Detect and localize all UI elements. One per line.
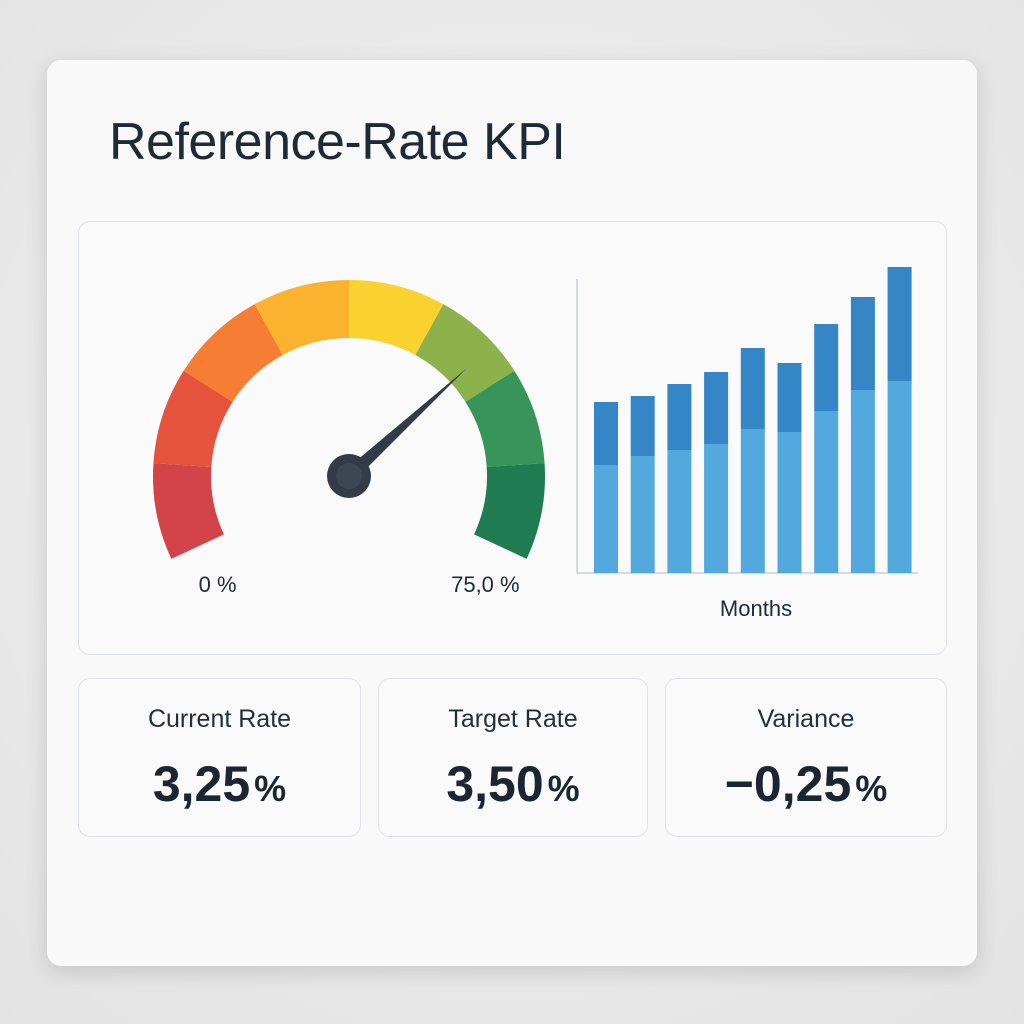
bar-segment bbox=[667, 384, 692, 450]
gauge-segment bbox=[183, 304, 283, 402]
bar-segment bbox=[740, 429, 765, 573]
gauge-segment bbox=[349, 280, 444, 356]
kpi-unit: % bbox=[547, 768, 580, 809]
bar-segment bbox=[814, 411, 839, 573]
kpi-unit: % bbox=[855, 768, 888, 809]
bar-segment bbox=[887, 267, 912, 381]
kpi-card: Target Rate 3,50% bbox=[378, 678, 648, 837]
bar-segment bbox=[850, 390, 875, 573]
gauge-segment bbox=[474, 463, 545, 559]
kpi-value: 3,50% bbox=[379, 755, 647, 813]
bar-segment bbox=[704, 372, 729, 444]
kpi-unit: % bbox=[254, 768, 287, 809]
kpi-number: −0,25 bbox=[724, 756, 852, 812]
gauge-tick-label: 0 % bbox=[199, 572, 237, 597]
page-title: Reference-Rate KPI bbox=[109, 113, 566, 171]
bar-segment bbox=[667, 450, 692, 573]
gauge-needle bbox=[344, 367, 468, 482]
gauge-segment bbox=[153, 463, 224, 559]
bar-segment bbox=[594, 465, 618, 573]
kpi-value: −0,25% bbox=[666, 755, 946, 813]
kpi-label: Current Rate bbox=[147, 705, 292, 733]
chart-panel: 0 % 75,0 % Months bbox=[78, 221, 947, 655]
bar-segment bbox=[630, 396, 655, 456]
kpi-card: Variance −0,25% bbox=[665, 678, 947, 837]
x-axis-label: Months bbox=[720, 596, 792, 621]
bar-segment bbox=[850, 297, 875, 390]
gauge-segment bbox=[153, 370, 233, 467]
kpi-value: 3,25% bbox=[79, 755, 360, 813]
gauge-hub-inner bbox=[336, 463, 362, 489]
kpi-label: Target Rate bbox=[448, 705, 578, 733]
gauge-segment bbox=[254, 280, 349, 356]
gauge-tick-label: 75,0 % bbox=[451, 572, 520, 597]
bar-segment bbox=[777, 363, 802, 432]
bar-segment bbox=[630, 456, 655, 573]
bar-segment bbox=[740, 348, 765, 429]
bar-segment bbox=[594, 402, 618, 465]
gauge-segment bbox=[465, 370, 545, 467]
gauge-segment bbox=[415, 304, 515, 402]
bar-segment bbox=[887, 381, 912, 573]
bar-segment bbox=[777, 432, 802, 573]
charts: 0 % 75,0 % Months bbox=[153, 267, 918, 621]
kpi-number: 3,50 bbox=[446, 756, 544, 812]
kpi-number: 3,25 bbox=[152, 756, 251, 812]
bar-segment bbox=[704, 444, 729, 573]
bar-segment bbox=[814, 324, 839, 411]
kpi-label: Variance bbox=[757, 705, 855, 733]
dashboard-card: Reference-Rate KPI 0 % 75,0 % Months Curre… bbox=[47, 60, 977, 966]
kpi-card: Current Rate 3,25% bbox=[78, 678, 361, 837]
